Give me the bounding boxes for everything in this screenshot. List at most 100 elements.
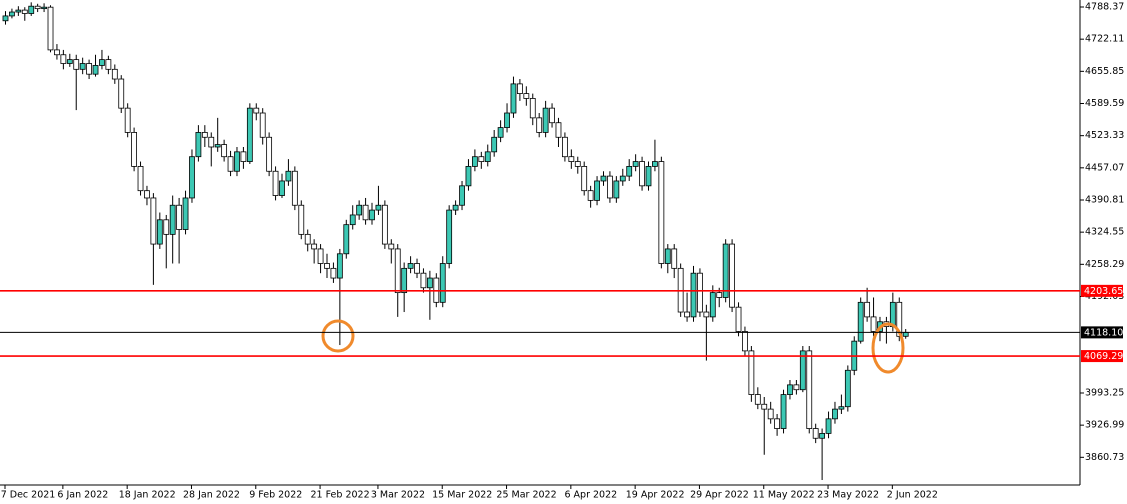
price-label-box [1081, 350, 1123, 363]
candle-body [819, 432, 826, 439]
x-tick-label: 25 Mar 2022 [496, 490, 556, 501]
candle-body [124, 107, 131, 133]
candle-body [34, 5, 41, 10]
candle-body [111, 68, 118, 80]
candle-body [742, 331, 748, 352]
candle-body [510, 83, 517, 114]
candle-body [574, 161, 581, 167]
candle-body [542, 107, 549, 133]
candle-body [330, 267, 337, 279]
x-tick-label: 28 Jan 2022 [183, 490, 240, 501]
plot [2, 2, 909, 480]
candle-body [639, 161, 645, 187]
candle-body [60, 54, 67, 64]
candle-body [208, 136, 215, 148]
candle-body [703, 311, 710, 318]
candle-body [401, 267, 408, 294]
candle-body [92, 65, 99, 75]
candle-body [517, 83, 523, 94]
candle-body [626, 166, 633, 177]
candle-body [832, 408, 838, 420]
candle-body [799, 350, 806, 391]
candle-body [21, 9, 28, 14]
price-label: 4203.65 [1084, 286, 1123, 297]
candle-body [420, 272, 427, 289]
candle-body [47, 6, 54, 51]
candle-body [163, 219, 170, 235]
y-tick-label: 4589.59 [1085, 98, 1124, 109]
candle-body [9, 11, 15, 17]
candle-body [105, 59, 112, 70]
candle-body [285, 170, 292, 182]
candle-body [568, 156, 575, 162]
candle-body [227, 156, 234, 172]
y-tick-label: 4324.55 [1085, 227, 1124, 238]
candle-body [600, 175, 607, 182]
candle-body [497, 127, 504, 138]
annotation-circle [871, 322, 905, 374]
x-tick-label: 11 May 2022 [753, 490, 815, 501]
candle-body [182, 197, 189, 230]
candle-body [99, 59, 105, 66]
y-tick-label: 4390.81 [1085, 194, 1124, 205]
candle-body [754, 394, 761, 405]
candle-body [240, 151, 247, 162]
candle-body [169, 204, 176, 235]
candle-body [658, 161, 665, 264]
candle-body [266, 136, 273, 172]
candle-body [484, 151, 491, 162]
candle-body [41, 6, 47, 10]
candle-body [156, 219, 163, 245]
candle-body [73, 59, 80, 70]
price-label-box [1081, 326, 1123, 339]
candle-body [619, 175, 626, 182]
candle-body [246, 107, 253, 162]
candle-body [748, 350, 755, 395]
candle-body [806, 350, 813, 429]
candle-body [439, 263, 446, 303]
x-tick-label: 6 Jan 2022 [57, 490, 108, 501]
candle-body [426, 277, 433, 289]
candle-body [144, 190, 150, 199]
candle-body [79, 63, 86, 70]
y-tick-label: 3926.99 [1085, 420, 1124, 431]
y-tick-label: 3860.73 [1085, 452, 1124, 463]
y-tick-label: 3993.25 [1085, 387, 1124, 398]
y-tick-label: 4457.07 [1085, 162, 1124, 173]
y-tick-label: 4258.29 [1085, 259, 1124, 270]
candle-body [581, 166, 588, 192]
candle-body [446, 209, 453, 264]
x-tick-label: 21 Feb 2022 [311, 490, 370, 501]
x-tick-label: 9 Feb 2022 [249, 490, 302, 501]
price-label: 4069.29 [1084, 351, 1123, 362]
candle-body [645, 166, 652, 187]
candle-body [317, 248, 324, 264]
candle-body [118, 78, 125, 109]
candle-body [369, 209, 375, 221]
x-tick-label: 15 Mar 2022 [432, 490, 492, 501]
candle-body [812, 428, 819, 439]
candle-body [684, 311, 690, 318]
candle-body [864, 301, 871, 318]
candle-body [607, 175, 613, 199]
candle-body [195, 132, 202, 158]
candle-body [137, 166, 144, 192]
candle-body [716, 292, 723, 298]
price-label: 4118.10 [1084, 327, 1123, 338]
x-tick-label: 3 Mar 2022 [371, 490, 425, 501]
candle-body [529, 98, 536, 119]
candle-body [375, 204, 382, 211]
candle-body [176, 204, 183, 230]
candle-body [311, 243, 318, 250]
x-tick-label: 6 Apr 2022 [564, 490, 617, 501]
y-tick-label: 4523.33 [1085, 130, 1124, 141]
y-tick-label: 4788.37 [1085, 2, 1124, 13]
candle-body [471, 156, 478, 167]
candle-body [459, 185, 465, 206]
candle-body [857, 301, 864, 342]
candle-body [838, 406, 845, 410]
candle-body [536, 117, 543, 133]
candle-body [201, 132, 208, 138]
candle-body [761, 403, 768, 410]
